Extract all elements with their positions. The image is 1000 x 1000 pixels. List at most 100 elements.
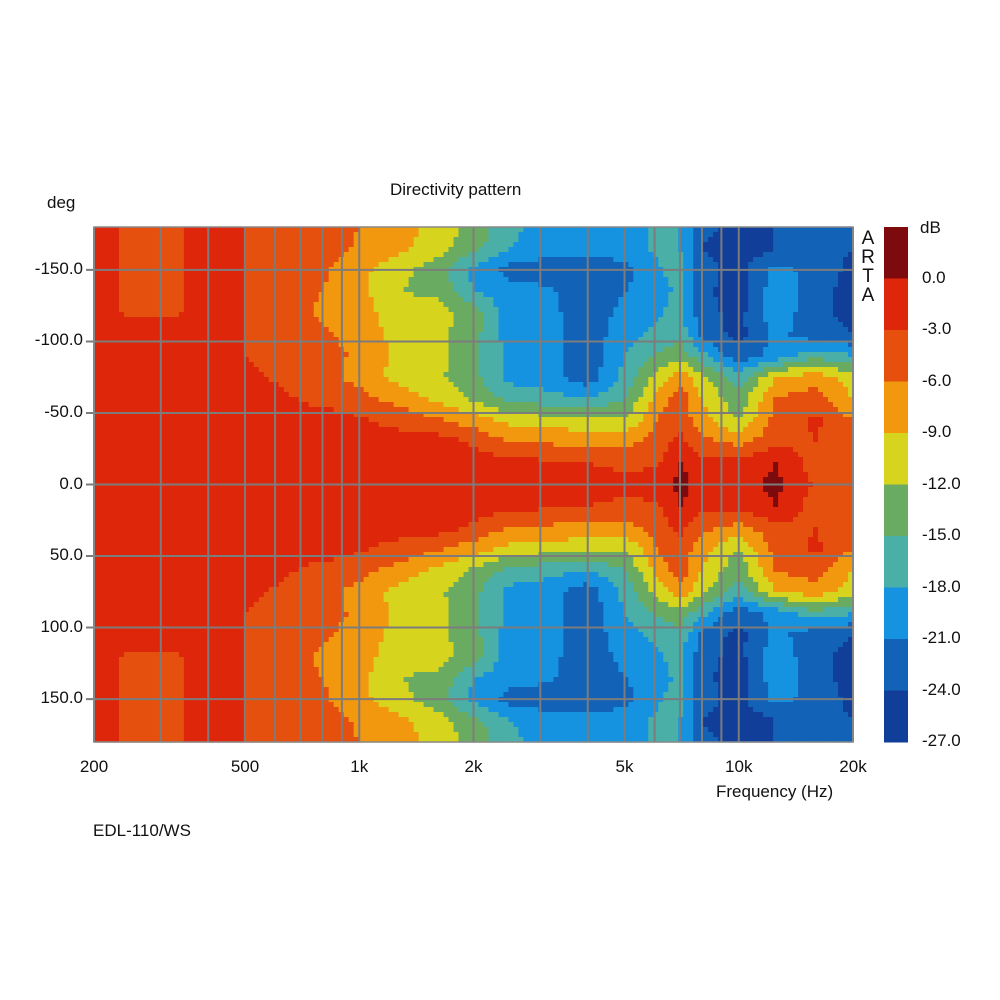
heatmap-cell: [523, 372, 530, 378]
heatmap-cell: [263, 232, 270, 238]
heatmap-cell: [143, 307, 150, 313]
heatmap-cell: [813, 292, 819, 298]
heatmap-cell: [493, 347, 500, 353]
heatmap-cell: [593, 252, 599, 258]
heatmap-cell: [493, 282, 500, 288]
heatmap-cell: [748, 262, 754, 268]
heatmap-cell: [693, 282, 699, 288]
heatmap-cell: [838, 312, 844, 318]
heatmap-cell: [463, 342, 470, 348]
heatmap-cell: [94, 247, 100, 253]
heatmap-cell: [848, 287, 854, 293]
heatmap-cell: [328, 317, 335, 323]
heatmap-cell: [228, 332, 235, 338]
heatmap-cell: [563, 237, 569, 243]
heatmap-cell: [138, 257, 145, 263]
heatmap-cell: [468, 282, 475, 288]
heatmap-cell: [658, 352, 664, 358]
heatmap-cell: [838, 302, 844, 308]
heatmap-cell: [648, 352, 654, 358]
heatmap-cell: [558, 272, 564, 278]
heatmap-cell: [588, 312, 594, 318]
heatmap-cell: [573, 292, 579, 298]
heatmap-cell: [773, 372, 779, 378]
heatmap-cell: [723, 387, 729, 393]
heatmap-cell: [528, 347, 535, 353]
heatmap-cell: [248, 282, 255, 288]
heatmap-cell: [783, 342, 789, 348]
heatmap-cell: [363, 317, 370, 323]
heatmap-cell: [803, 377, 809, 383]
heatmap-cell: [663, 322, 669, 328]
heatmap-cell: [643, 227, 649, 233]
heatmap-cell: [568, 257, 574, 263]
heatmap-cell: [293, 262, 300, 268]
heatmap-cell: [588, 347, 594, 353]
heatmap-cell: [488, 342, 495, 348]
heatmap-cell: [488, 317, 495, 323]
heatmap-cell: [838, 297, 844, 303]
heatmap-cell: [443, 272, 450, 278]
heatmap-cell: [728, 357, 734, 363]
heatmap-cell: [553, 302, 559, 308]
heatmap-cell: [463, 322, 470, 328]
heatmap-cell: [728, 342, 734, 348]
heatmap-cell: [468, 257, 475, 263]
heatmap-cell: [428, 322, 435, 328]
heatmap-cell: [743, 277, 749, 283]
heatmap-cell: [303, 332, 310, 338]
heatmap-cell: [653, 312, 659, 318]
heatmap-cell: [208, 387, 215, 393]
heatmap-cell: [548, 337, 554, 343]
heatmap-cell: [808, 362, 814, 368]
heatmap-cell: [808, 247, 814, 253]
heatmap-cell: [753, 332, 759, 338]
heatmap-cell: [548, 312, 554, 318]
heatmap-cell: [623, 387, 629, 393]
heatmap-cell: [598, 327, 604, 333]
heatmap-cell: [143, 362, 150, 368]
heatmap-cell: [263, 367, 270, 373]
heatmap-cell: [383, 357, 390, 363]
heatmap-cell: [108, 282, 115, 288]
heatmap-cell: [678, 237, 684, 243]
heatmap-cell: [313, 352, 320, 358]
heatmap-cell: [473, 232, 480, 238]
heatmap-cell: [408, 377, 415, 383]
heatmap-cell: [343, 347, 350, 353]
heatmap-cell: [663, 287, 669, 293]
heatmap-cell: [673, 382, 679, 388]
heatmap-cell: [598, 242, 604, 248]
heatmap-cell: [823, 312, 829, 318]
heatmap-cell: [483, 257, 490, 263]
heatmap-cell: [553, 347, 559, 353]
heatmap-cell: [333, 337, 340, 343]
heatmap-cell: [603, 317, 609, 323]
heatmap-cell: [713, 352, 719, 358]
heatmap-cell: [198, 262, 205, 268]
heatmap-cell: [728, 287, 734, 293]
heatmap-cell: [653, 227, 659, 233]
heatmap-cell: [613, 377, 619, 383]
heatmap-cell: [618, 252, 624, 258]
heatmap-cell: [103, 292, 110, 298]
heatmap-cell: [273, 252, 280, 258]
heatmap-cell: [643, 277, 649, 283]
heatmap-cell: [628, 337, 634, 343]
heatmap-cell: [283, 322, 290, 328]
heatmap-cell: [788, 347, 794, 353]
heatmap-cell: [813, 282, 819, 288]
heatmap-cell: [163, 347, 170, 353]
heatmap-cell: [308, 227, 315, 233]
heatmap-cell: [723, 377, 729, 383]
heatmap-cell: [593, 307, 599, 313]
heatmap-cell: [653, 287, 659, 293]
heatmap-cell: [743, 312, 749, 318]
heatmap-cell: [243, 357, 250, 363]
heatmap-cell: [498, 292, 505, 298]
heatmap-cell: [168, 367, 175, 373]
heatmap-cell: [373, 332, 380, 338]
heatmap-cell: [173, 347, 180, 353]
heatmap-cell: [243, 262, 250, 268]
heatmap-cell: [748, 317, 754, 323]
